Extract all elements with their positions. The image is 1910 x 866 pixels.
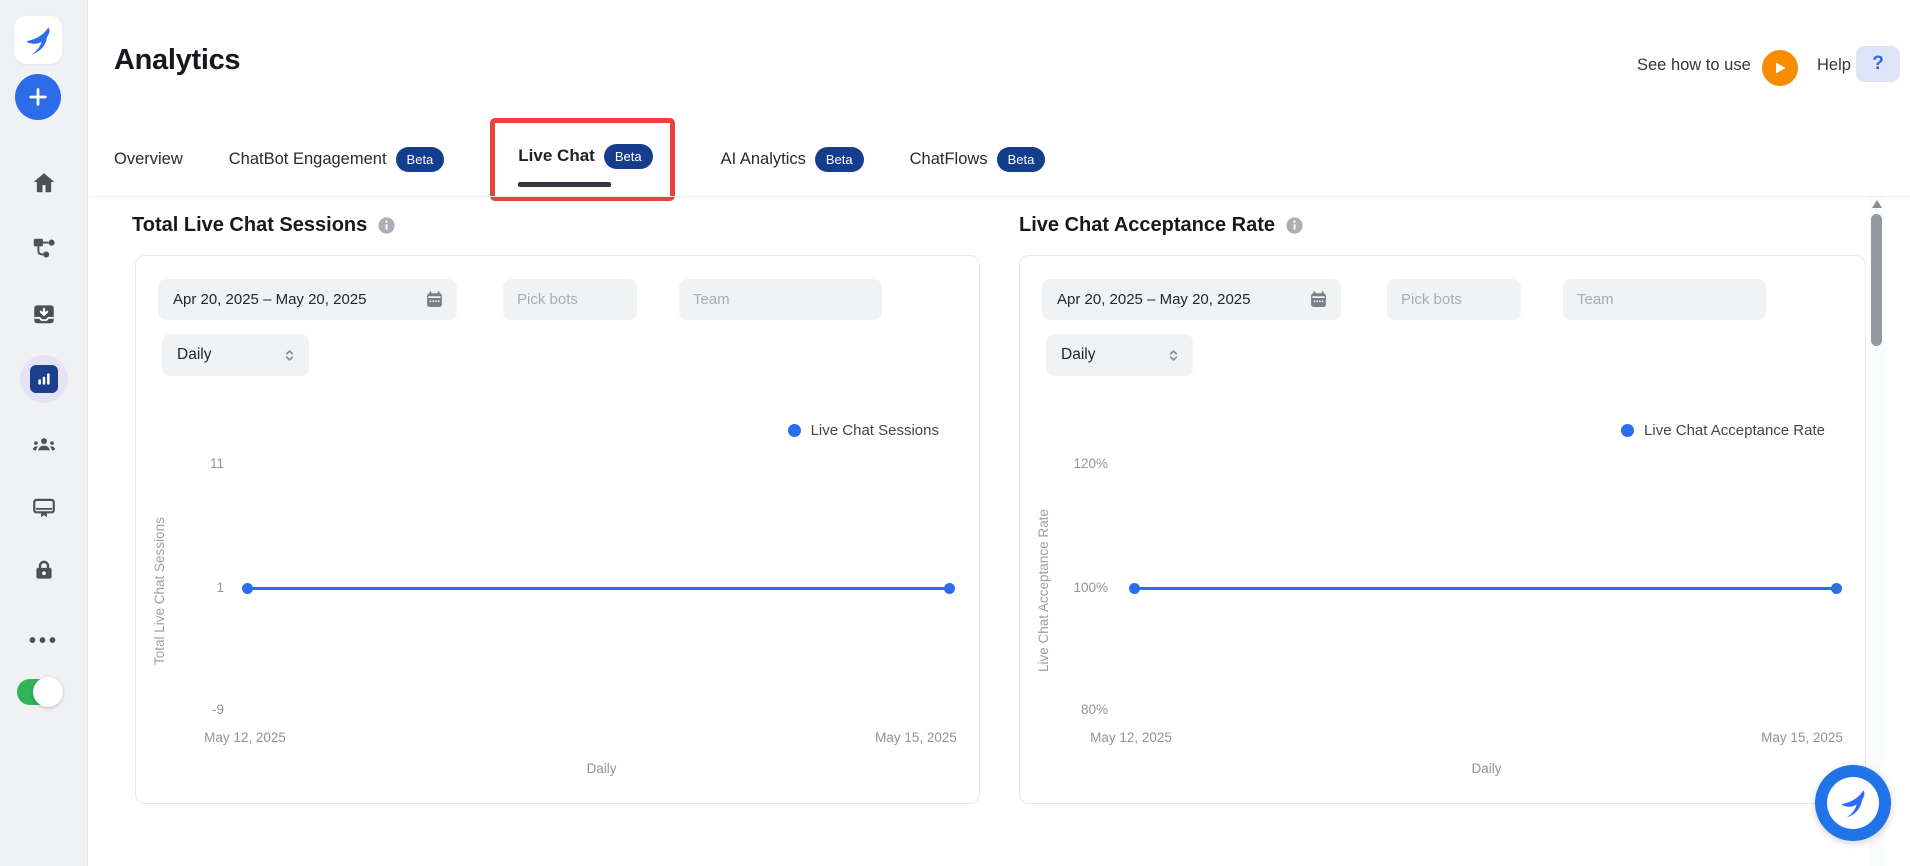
team-input[interactable]	[1563, 279, 1766, 320]
date-range-picker[interactable]: Apr 20, 2025 – May 20, 2025	[1042, 279, 1341, 320]
y-tick: -9	[211, 702, 224, 717]
pick-bots-input[interactable]	[1387, 279, 1521, 320]
tab-ai-analytics[interactable]: AI Analytics Beta	[721, 146, 864, 172]
chevron-up-down-icon	[1169, 349, 1178, 361]
legend-dot	[787, 424, 801, 437]
legend-live-chat-sessions[interactable]: Live Chat Sessions	[787, 422, 939, 439]
scrollbar-thumb[interactable]	[1871, 214, 1882, 346]
y-tick: 1	[216, 580, 224, 595]
granularity-select[interactable]: Daily	[1046, 334, 1193, 376]
legend-dot	[1621, 424, 1635, 437]
availability-toggle[interactable]	[17, 677, 63, 707]
plus-icon	[29, 88, 47, 106]
see-how-to-use-play-button[interactable]	[1762, 50, 1798, 86]
sidebar-item-inbox[interactable]	[0, 301, 88, 327]
date-range-picker[interactable]: Apr 20, 2025 – May 20, 2025	[158, 279, 457, 320]
sidebar-item-flows[interactable]	[0, 235, 88, 261]
toggle-knob	[33, 677, 63, 707]
tabs-divider	[89, 196, 1910, 197]
x-tick: May 12, 2025	[204, 730, 286, 745]
sidebar-item-home[interactable]	[0, 170, 88, 196]
help-button[interactable]: ?	[1856, 46, 1900, 82]
help-label: Help	[1817, 56, 1851, 74]
x-tick: May 12, 2025	[1090, 730, 1172, 745]
granularity-select[interactable]: Daily	[162, 334, 309, 376]
calendar-icon	[427, 291, 442, 307]
tab-chatbot-engagement[interactable]: ChatBot Engagement Beta	[229, 146, 445, 172]
pick-bots-input[interactable]	[503, 279, 637, 320]
legend-live-chat-acceptance-rate[interactable]: Live Chat Acceptance Rate	[1621, 422, 1825, 439]
tab-overview[interactable]: Overview	[114, 149, 183, 168]
play-icon	[1775, 62, 1785, 74]
chevron-up-down-icon	[285, 349, 294, 361]
inbox-download-icon	[34, 305, 54, 324]
x-axis-title: Daily	[586, 761, 617, 776]
chat-widget-launcher[interactable]	[1815, 765, 1891, 841]
y-tick: 120%	[1073, 456, 1108, 471]
sidebar-item-analytics-active[interactable]	[20, 355, 68, 403]
bar-chart-icon	[38, 373, 50, 385]
info-icon[interactable]	[1285, 216, 1304, 235]
sidebar-item-displays[interactable]	[0, 495, 88, 521]
page-title: Analytics	[114, 44, 241, 76]
live-chat-acceptance-rate-card: Apr 20, 2025 – May 20, 2025 Daily Live C…	[1019, 255, 1866, 804]
scrollbar-track[interactable]	[1869, 197, 1885, 866]
beta-badge: Beta	[395, 146, 445, 172]
sidebar-item-people[interactable]	[0, 432, 88, 458]
see-how-to-use-link[interactable]: See how to use	[1637, 56, 1751, 74]
sidebar-item-security[interactable]	[0, 557, 88, 583]
swallow-logo-icon	[23, 25, 53, 55]
swallow-logo-icon	[1838, 788, 1868, 818]
tab-chatflows[interactable]: ChatFlows Beta	[910, 146, 1046, 172]
chat-widget-inner-circle	[1827, 777, 1879, 829]
analytics-icon	[30, 365, 58, 393]
y-tick: 80%	[1080, 702, 1108, 717]
beta-badge: Beta	[814, 146, 864, 172]
info-icon[interactable]	[377, 216, 396, 235]
tab-live-chat-active[interactable]: Live Chat Beta	[490, 117, 675, 201]
home-icon	[33, 173, 55, 193]
y-tick: 11	[209, 456, 224, 471]
x-axis-title: Daily	[1471, 761, 1502, 776]
analytics-tabs: Overview ChatBot Engagement Beta Live Ch…	[114, 117, 1046, 201]
sidebar-item-more[interactable]: •••	[28, 630, 59, 652]
calendar-icon	[1311, 291, 1326, 307]
app-logo[interactable]	[14, 16, 62, 64]
x-tick: May 15, 2025	[875, 730, 957, 745]
lock-icon	[36, 560, 52, 579]
total-live-chat-sessions-card: Apr 20, 2025 – May 20, 2025 Daily Live C…	[135, 255, 980, 804]
beta-badge: Beta	[603, 143, 653, 169]
y-tick: 100%	[1073, 580, 1108, 595]
flows-icon	[33, 238, 55, 258]
monitor-icon	[33, 498, 55, 518]
question-mark-icon: ?	[1872, 53, 1884, 74]
section-title-total-live-chat-sessions: Total Live Chat Sessions	[132, 214, 396, 237]
section-title-live-chat-acceptance-rate: Live Chat Acceptance Rate	[1019, 214, 1304, 237]
series-line-live-chat-sessions	[242, 583, 955, 594]
add-button[interactable]	[15, 74, 61, 120]
team-input[interactable]	[679, 279, 882, 320]
scrollbar-up-arrow[interactable]	[1872, 200, 1882, 208]
active-tab-underline	[518, 181, 612, 187]
people-icon	[32, 438, 56, 451]
beta-badge: Beta	[996, 146, 1046, 172]
x-tick: May 15, 2025	[1761, 730, 1843, 745]
series-line-acceptance-rate	[1129, 583, 1842, 594]
sidebar: •••	[0, 0, 88, 866]
